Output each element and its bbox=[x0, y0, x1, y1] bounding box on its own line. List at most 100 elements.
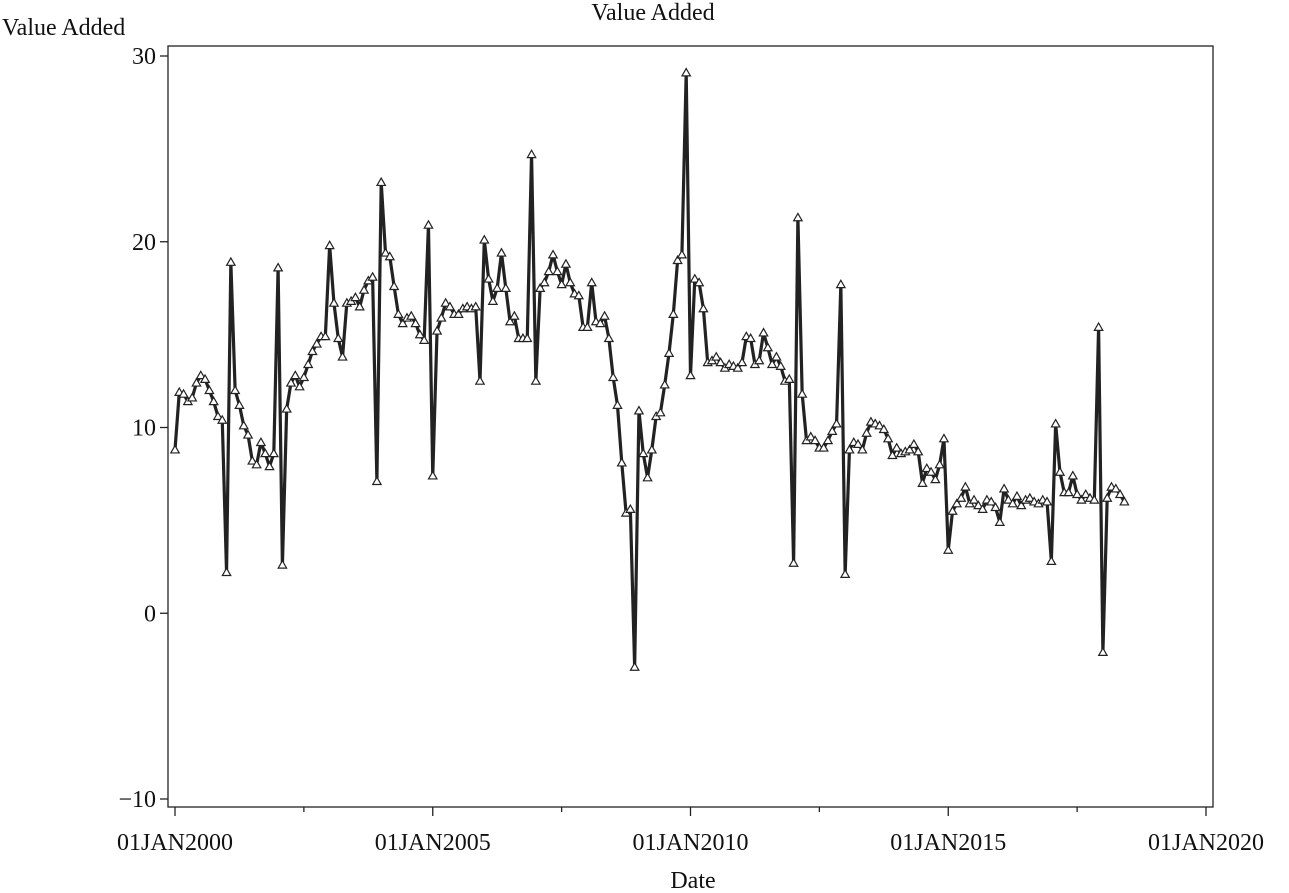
data-point bbox=[453, 308, 464, 318]
y-tick-label: 10 bbox=[132, 416, 156, 442]
series-line bbox=[173, 71, 1126, 669]
data-point bbox=[427, 470, 438, 480]
data-point bbox=[375, 176, 387, 187]
data-point bbox=[307, 345, 318, 356]
data-point bbox=[827, 425, 838, 435]
data-point bbox=[857, 444, 868, 454]
data-point bbox=[436, 312, 447, 322]
data-point bbox=[354, 301, 365, 311]
data-point bbox=[414, 329, 426, 339]
data-point bbox=[1080, 488, 1091, 499]
data-point bbox=[912, 446, 924, 456]
data-point bbox=[259, 448, 271, 458]
data-point bbox=[586, 277, 597, 287]
data-point bbox=[294, 381, 305, 391]
data-point bbox=[1101, 492, 1113, 502]
data-point bbox=[917, 477, 928, 487]
data-point bbox=[320, 331, 331, 341]
data-point bbox=[1054, 466, 1066, 476]
data-point bbox=[878, 423, 890, 434]
data-point bbox=[358, 284, 370, 294]
data-point bbox=[955, 492, 967, 502]
data-point bbox=[835, 279, 847, 289]
data-point bbox=[302, 358, 314, 369]
data-point bbox=[1003, 494, 1014, 504]
data-point bbox=[487, 295, 499, 305]
data-point bbox=[1024, 492, 1036, 502]
data-point bbox=[534, 282, 546, 292]
data-point bbox=[272, 262, 284, 272]
data-point bbox=[822, 435, 834, 445]
data-point bbox=[1063, 487, 1074, 497]
data-point bbox=[255, 436, 267, 447]
y-tick-label: 20 bbox=[132, 230, 156, 256]
data-point bbox=[659, 379, 670, 389]
data-point bbox=[582, 321, 593, 331]
x-tick-label: 01JAN2005 bbox=[375, 830, 491, 856]
data-point bbox=[440, 297, 451, 307]
data-point bbox=[693, 277, 705, 287]
data-point bbox=[951, 498, 963, 508]
data-point bbox=[642, 472, 653, 482]
data-point bbox=[925, 466, 937, 476]
data-point bbox=[298, 371, 310, 382]
data-point bbox=[775, 360, 786, 370]
data-point bbox=[612, 399, 623, 409]
data-point bbox=[638, 448, 649, 458]
data-point bbox=[938, 433, 950, 443]
data-point bbox=[479, 234, 490, 244]
x-axis: 01JAN2000 01JAN2005 01JAN2010 01JAN2015 01JA… bbox=[117, 807, 1264, 856]
data-point bbox=[380, 247, 391, 257]
data-point bbox=[496, 247, 507, 257]
data-point bbox=[311, 338, 322, 348]
data-point bbox=[418, 334, 430, 344]
data-point bbox=[908, 438, 920, 448]
data-point bbox=[491, 282, 503, 292]
data-point bbox=[333, 332, 344, 343]
chart-title: Value Added bbox=[591, 0, 714, 26]
data-point bbox=[758, 327, 769, 337]
data-point bbox=[861, 427, 872, 437]
data-point bbox=[891, 442, 902, 452]
data-point bbox=[960, 481, 971, 491]
data-point bbox=[607, 371, 619, 382]
data-point bbox=[994, 516, 1006, 526]
data-point bbox=[766, 358, 778, 369]
data-point bbox=[371, 475, 383, 486]
data-point bbox=[178, 388, 189, 398]
data-point bbox=[852, 438, 864, 448]
data-point bbox=[1016, 500, 1027, 510]
data-point bbox=[431, 325, 443, 335]
data-point bbox=[530, 375, 542, 385]
data-point bbox=[715, 357, 726, 367]
data-point bbox=[191, 377, 202, 387]
data-point bbox=[212, 410, 224, 421]
data-point bbox=[736, 357, 748, 367]
data-point bbox=[1046, 555, 1057, 565]
data-point bbox=[1110, 483, 1122, 493]
data-point bbox=[397, 318, 408, 328]
data-point bbox=[680, 67, 692, 77]
data-point bbox=[522, 332, 533, 343]
data-point bbox=[668, 308, 679, 318]
data-point bbox=[1067, 470, 1079, 480]
data-point bbox=[324, 240, 335, 250]
data-point bbox=[247, 455, 258, 465]
data-point bbox=[977, 503, 988, 513]
x-tick-label: 01JAN2020 bbox=[1148, 830, 1264, 856]
data-point bbox=[217, 414, 228, 424]
data-point bbox=[685, 370, 696, 380]
data-point bbox=[990, 501, 1001, 512]
data-point bbox=[616, 457, 628, 467]
data-point bbox=[560, 258, 572, 268]
data-point bbox=[732, 362, 743, 372]
data-point bbox=[242, 429, 254, 439]
data-point bbox=[474, 375, 486, 385]
data-point bbox=[796, 388, 808, 398]
data-point bbox=[998, 483, 1010, 493]
data-point bbox=[238, 420, 249, 430]
data-point bbox=[874, 420, 885, 430]
data-point bbox=[887, 449, 898, 460]
data-point bbox=[483, 273, 494, 283]
